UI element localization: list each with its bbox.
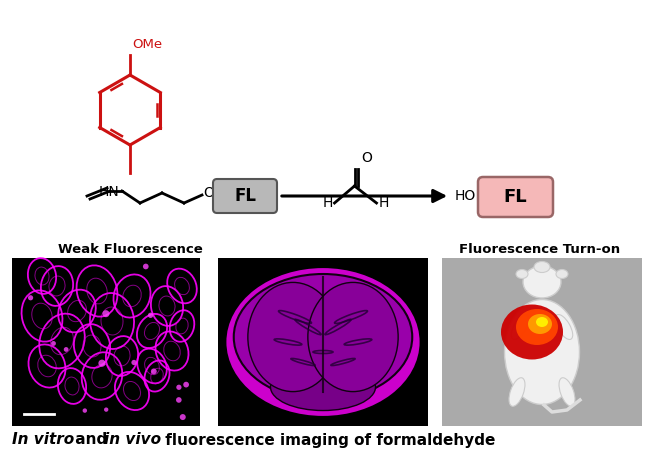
Ellipse shape [528, 314, 552, 334]
Circle shape [183, 382, 189, 387]
Ellipse shape [226, 268, 420, 416]
Bar [218, 258, 428, 426]
Text: H: H [322, 196, 333, 210]
Ellipse shape [516, 270, 528, 279]
Text: HO: HO [455, 189, 476, 203]
Ellipse shape [555, 315, 573, 339]
Text: FL: FL [234, 187, 256, 205]
Circle shape [64, 347, 68, 352]
FancyBboxPatch shape [213, 179, 277, 213]
Ellipse shape [534, 262, 550, 273]
Ellipse shape [523, 266, 561, 298]
Circle shape [180, 414, 186, 420]
Bar [442, 258, 642, 426]
Circle shape [143, 264, 149, 269]
Text: O: O [361, 151, 372, 165]
Circle shape [98, 360, 105, 367]
Text: In vitro: In vitro [12, 432, 74, 447]
Ellipse shape [509, 378, 525, 406]
Text: Fluorescence Turn-on: Fluorescence Turn-on [460, 243, 621, 256]
Circle shape [131, 360, 136, 365]
Circle shape [151, 368, 157, 374]
Text: FL: FL [503, 188, 526, 206]
Text: O: O [203, 186, 214, 200]
Circle shape [104, 408, 109, 412]
Ellipse shape [234, 274, 412, 400]
FancyBboxPatch shape [478, 177, 553, 217]
Ellipse shape [536, 317, 548, 327]
Ellipse shape [512, 315, 528, 339]
Text: fluorescence imaging of formaldehyde: fluorescence imaging of formaldehyde [160, 432, 495, 447]
Ellipse shape [308, 283, 398, 392]
Circle shape [51, 341, 56, 346]
Circle shape [176, 385, 181, 390]
Text: HN: HN [98, 185, 119, 199]
Text: in vivo: in vivo [104, 432, 161, 447]
Circle shape [103, 310, 109, 317]
Text: OMe: OMe [132, 38, 162, 51]
Ellipse shape [516, 309, 558, 345]
Text: Weak Fluorescence: Weak Fluorescence [58, 243, 202, 256]
Ellipse shape [504, 300, 580, 404]
Text: and: and [70, 432, 112, 447]
Ellipse shape [501, 304, 563, 359]
Circle shape [148, 313, 153, 318]
Circle shape [28, 295, 33, 301]
Ellipse shape [556, 270, 568, 279]
Circle shape [83, 409, 87, 413]
Bar [12, 258, 200, 426]
Ellipse shape [559, 378, 575, 406]
Circle shape [176, 397, 181, 403]
Text: H: H [378, 196, 389, 210]
Ellipse shape [248, 283, 338, 392]
Ellipse shape [270, 364, 376, 410]
